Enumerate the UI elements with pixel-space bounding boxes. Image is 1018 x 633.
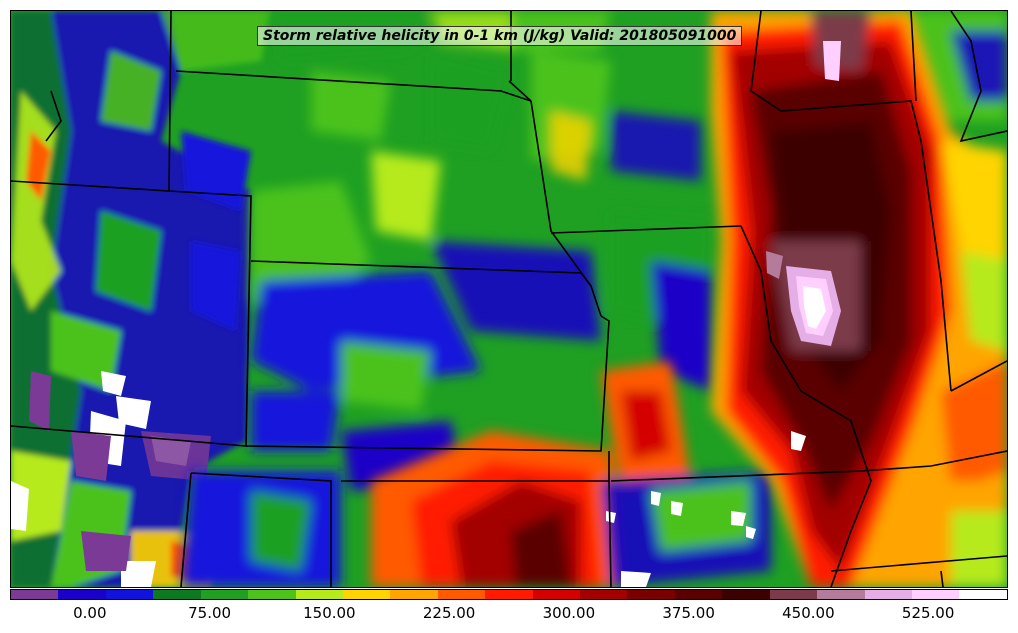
colorbar-segment <box>817 590 865 599</box>
colorbar-segment <box>342 590 391 599</box>
colorbar <box>10 589 1008 600</box>
colorbar-segment <box>390 590 438 599</box>
colorbar-segment <box>959 590 1007 599</box>
colorbar-tick-label: 300.00 <box>542 604 596 622</box>
colorbar-segment <box>295 590 343 599</box>
colorbar-segment <box>912 590 960 599</box>
south-plains-high-helicity <box>371 361 771 587</box>
colorbar-segment <box>864 590 913 599</box>
colorbar-tick-label: 75.00 <box>188 604 232 622</box>
colorbar-segment <box>58 590 106 599</box>
east-white-specks <box>606 431 806 587</box>
colorbar-segment <box>627 590 675 599</box>
colorbar-tick-label: 525.00 <box>901 604 955 622</box>
colorbar-segment <box>485 590 533 599</box>
colorbar-segment <box>674 590 723 599</box>
west-extreme-patches <box>11 371 211 587</box>
colorbar-ticks: 0.00 75.00 150.00 225.00 300.00 375.00 450.00 5… <box>10 602 1008 628</box>
helicity-map <box>11 11 1007 587</box>
colorbar-tick-label: 225.00 <box>422 604 476 622</box>
colorbar-segment <box>105 590 154 599</box>
colorbar-segment <box>769 590 818 599</box>
map-panel: Storm relative helicity in 0-1 km (J/kg)… <box>10 10 1008 588</box>
colorbar-segment <box>532 590 581 599</box>
state-borders <box>11 11 1007 587</box>
colorbar-tick-label: 0.00 <box>73 604 107 622</box>
colorbar-tick-label: 375.00 <box>662 604 715 622</box>
colorbar-segment <box>248 590 296 599</box>
colorbar-tick-label: 150.00 <box>303 604 356 622</box>
map-title: Storm relative helicity in 0-1 km (J/kg)… <box>257 26 743 46</box>
colorbar-segment <box>580 590 628 599</box>
colorbar-tick-label: 450.00 <box>782 604 835 622</box>
colorbar-segment <box>11 590 59 599</box>
colorbar-segment <box>153 590 201 599</box>
colorbar-segment <box>722 590 770 599</box>
east-extreme-core <box>766 41 841 346</box>
colorbar-segment <box>437 590 486 599</box>
colorbar-segment <box>200 590 249 599</box>
